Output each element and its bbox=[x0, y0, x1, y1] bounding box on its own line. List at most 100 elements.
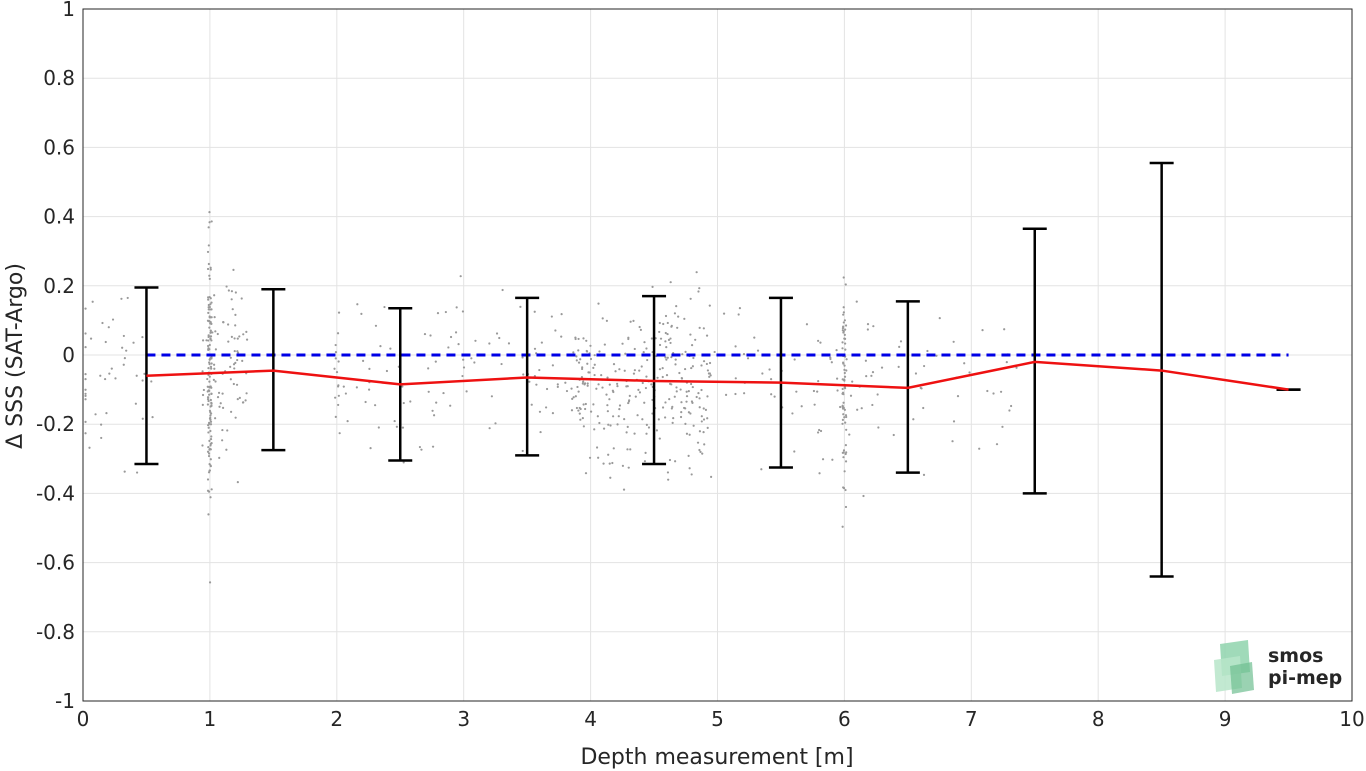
scatter-point bbox=[830, 361, 833, 364]
scatter-point bbox=[230, 298, 233, 301]
scatter-point bbox=[222, 321, 225, 324]
scatter-point bbox=[601, 386, 604, 389]
scatter-point bbox=[355, 386, 358, 389]
scatter-point bbox=[207, 348, 210, 351]
scatter-point bbox=[377, 426, 380, 429]
scatter-point bbox=[221, 392, 224, 395]
scatter-point bbox=[843, 333, 846, 336]
scatter-point bbox=[675, 390, 678, 393]
scatter-point bbox=[579, 407, 582, 411]
scatter-point bbox=[495, 332, 499, 335]
scatter-point bbox=[707, 372, 711, 375]
scatter-point bbox=[978, 447, 981, 450]
scatter-point bbox=[556, 383, 559, 386]
scatter-point bbox=[368, 367, 371, 370]
scatter-point bbox=[700, 364, 703, 367]
scatter-point bbox=[427, 390, 430, 393]
scatter-point bbox=[429, 334, 432, 337]
scatter-point bbox=[462, 366, 466, 369]
scatter-point bbox=[844, 348, 847, 351]
scatter-point bbox=[670, 383, 673, 386]
scatter-point bbox=[374, 404, 377, 407]
scatter-point bbox=[681, 353, 684, 356]
scatter-point bbox=[230, 290, 234, 293]
scatter-point bbox=[209, 297, 212, 300]
scatter-point bbox=[581, 417, 584, 420]
scatter-point bbox=[688, 467, 691, 470]
scatter-point bbox=[674, 363, 677, 366]
scatter-point bbox=[870, 374, 873, 377]
scatter-point bbox=[207, 452, 211, 455]
scatter-point bbox=[201, 393, 205, 397]
scatter-point bbox=[209, 416, 212, 419]
scatter-point bbox=[241, 401, 245, 404]
scatter-point bbox=[206, 250, 210, 254]
scatter-point bbox=[585, 350, 589, 353]
scatter-point bbox=[538, 410, 542, 413]
scatter-point bbox=[836, 389, 839, 392]
scatter-point bbox=[522, 373, 525, 376]
scatter-point bbox=[141, 336, 144, 339]
scatter-point bbox=[697, 391, 700, 395]
scatter-point bbox=[580, 376, 584, 379]
y-tick-label: -1 bbox=[55, 689, 75, 713]
scatter-point bbox=[432, 414, 436, 417]
scatter-point bbox=[221, 439, 224, 442]
scatter-point bbox=[544, 406, 548, 409]
scatter-point bbox=[675, 304, 678, 308]
scatter-point bbox=[842, 311, 845, 314]
scatter-point bbox=[897, 365, 900, 368]
scatter-point bbox=[700, 388, 703, 392]
scatter-point bbox=[680, 411, 683, 414]
scatter-point bbox=[646, 358, 649, 362]
scatter-point bbox=[206, 344, 210, 348]
scatter-point bbox=[1001, 425, 1004, 428]
scatter-point bbox=[844, 328, 847, 331]
scatter-point bbox=[395, 425, 398, 428]
scatter-point bbox=[449, 335, 453, 339]
scatter-point bbox=[401, 426, 405, 429]
scatter-point bbox=[245, 392, 248, 395]
scatter-point bbox=[698, 326, 701, 329]
scatter-point bbox=[554, 329, 557, 332]
scatter-point bbox=[234, 416, 237, 419]
scatter-point bbox=[595, 387, 598, 390]
scatter-point bbox=[842, 306, 845, 309]
scatter-point bbox=[338, 432, 341, 435]
scatter-point bbox=[626, 448, 629, 451]
scatter-point bbox=[770, 393, 773, 396]
scatter-point bbox=[842, 321, 845, 324]
scatter-point bbox=[123, 357, 126, 360]
scatter-point bbox=[608, 383, 611, 386]
scatter-point bbox=[209, 268, 212, 271]
scatter-point bbox=[209, 464, 212, 467]
scatter-point bbox=[110, 367, 113, 370]
scatter-point bbox=[963, 362, 966, 365]
scatter-point bbox=[209, 442, 212, 446]
scatter-point bbox=[627, 337, 630, 341]
scatter-point bbox=[689, 297, 692, 300]
y-tick-label: 0.4 bbox=[43, 205, 75, 229]
scatter-point bbox=[206, 377, 209, 381]
y-tick-label: 0.8 bbox=[43, 66, 75, 90]
scatter-point bbox=[706, 426, 709, 429]
scatter-point bbox=[208, 357, 211, 361]
scatter-point bbox=[209, 448, 212, 451]
scatter-point bbox=[91, 300, 94, 303]
scatter-point bbox=[538, 368, 541, 372]
scatter-point bbox=[624, 352, 627, 355]
scatter-point bbox=[474, 339, 477, 342]
scatter-point bbox=[209, 418, 212, 422]
scatter-point bbox=[100, 423, 103, 426]
scatter-point bbox=[842, 361, 845, 364]
scatter-point bbox=[207, 426, 210, 429]
scatter-point bbox=[210, 404, 213, 407]
scatter-point bbox=[385, 369, 389, 373]
scatter-point bbox=[627, 401, 630, 405]
scatter-point bbox=[658, 321, 661, 325]
scatter-point bbox=[842, 487, 846, 490]
scatter-point bbox=[865, 375, 868, 378]
scatter-point bbox=[841, 422, 844, 425]
scatter-point bbox=[706, 369, 710, 372]
scatter-point bbox=[94, 413, 97, 416]
